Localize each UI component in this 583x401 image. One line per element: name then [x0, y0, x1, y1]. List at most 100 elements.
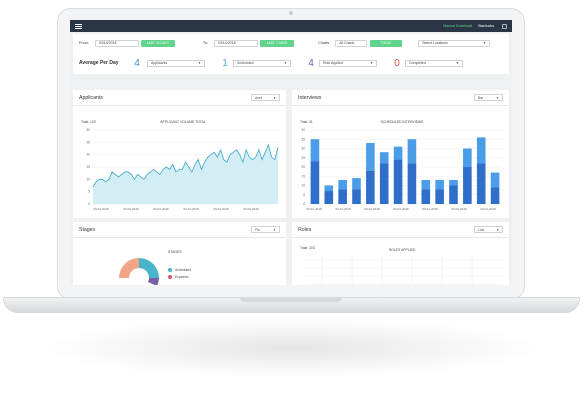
user-name[interactable]: Starbucks [478, 24, 494, 28]
legend-dot [168, 268, 172, 273]
bar-segment-upper [476, 137, 486, 164]
x-tick-label: 03-01-2018 [93, 207, 109, 211]
applicants-panel: Applicants Area ▼ Total: 103 APPLICANT VO… [73, 90, 286, 218]
roles-chart-type-select[interactable]: Line ▼ [474, 226, 503, 233]
locations-select[interactable]: Select Locations ▼ [418, 39, 491, 47]
from-date-input[interactable]: 03/14/2018 [94, 39, 139, 47]
completed-average: 0 [394, 57, 400, 69]
roles-chart-type-label: Line [478, 227, 485, 232]
laptop-notch [240, 297, 342, 302]
y-tick-label: 10 [86, 177, 90, 181]
locations-select-label: Select Locations [422, 41, 448, 45]
applicants-average-label: Applicants [151, 61, 168, 65]
applicants-chart-type-select[interactable]: Area ▼ [251, 94, 280, 101]
dashboard-screen: Manual Download Starbucks From: 03/14/20… [70, 20, 512, 285]
bar-segment-lower [435, 189, 444, 204]
bar-segment-upper [366, 142, 375, 171]
interviews-panel: Interviews Bar ▼ Total: 31 SCHEDULED INTE… [292, 90, 509, 218]
bar-segment-upper [379, 152, 389, 164]
chevron-down-icon: ▼ [273, 95, 276, 100]
scheduled-average: 1 [222, 57, 228, 69]
y-tick-label: 15 [301, 174, 305, 178]
scheduled-average-select[interactable]: Scheduled ▼ [233, 59, 291, 67]
y-tick-label: 20 [301, 165, 305, 169]
role-applied-average-select[interactable]: Role Applied ▼ [319, 59, 377, 67]
manual-download-link[interactable]: Manual Download [443, 24, 473, 28]
bar-segment-upper [490, 172, 500, 188]
bar-segment-lower [393, 159, 403, 204]
y-tick-label: 30 [86, 128, 90, 132]
applicants-average: 4 [134, 57, 140, 69]
roles-panel: Roles Line ▼ Total: 103 ROLES APPLIED [292, 222, 509, 285]
x-tick-label: 03-01-2018 [422, 207, 438, 211]
last-30-days-button[interactable]: LAST 30 DAYS [140, 39, 175, 47]
bar-segment-lower [310, 161, 320, 204]
y-tick-label: 20 [86, 153, 90, 157]
charts-select[interactable]: All Charts [335, 39, 368, 47]
y-tick-label: 30 [301, 147, 305, 151]
bar-segment-lower [366, 170, 375, 204]
completed-average-label: Completed [409, 61, 426, 65]
roles-total: Total: 103 [300, 246, 315, 250]
y-tick-label: 15 [86, 165, 90, 169]
average-title: Average Per Day [79, 60, 119, 66]
stages-title: Stages [79, 226, 96, 233]
area-line [92, 143, 279, 187]
roles-line-chart [306, 256, 502, 285]
bar-segment-upper [324, 185, 334, 192]
bar-segment-upper [463, 148, 472, 167]
donut-slice-other [148, 278, 159, 285]
last-7-days-button[interactable]: LAST 7 DAYS [260, 39, 294, 47]
to-label: To: [202, 41, 208, 45]
bar-segment-upper [449, 179, 458, 186]
bar-segment-upper [407, 139, 417, 164]
bar-segment-upper [338, 179, 347, 190]
applicants-average-select[interactable]: Applicants ▼ [147, 59, 205, 67]
x-tick-label: 03-01-2018 [306, 207, 322, 211]
to-date-input[interactable]: 03/14/2018 [214, 39, 258, 47]
applicants-title: Applicants [79, 94, 103, 101]
applicants-total: Total: 103 [81, 120, 96, 124]
x-tick-label: 03-01-2018 [335, 207, 351, 211]
stages-chart-type-select[interactable]: Pie ▼ [251, 226, 280, 233]
bar-segment-lower [463, 167, 472, 204]
bar-segment-lower [379, 163, 389, 204]
hamburger-icon[interactable] [75, 23, 82, 29]
y-tick-label: 0 [88, 202, 90, 206]
stages-donut-chart [119, 258, 159, 285]
bar-segment-upper [352, 178, 361, 190]
applicants-chart-title: APPLICANT VOLUME TOTAL [160, 120, 206, 124]
today-button[interactable]: TODAY [370, 39, 403, 47]
exit-icon[interactable] [502, 23, 507, 29]
stages-legend: Scheduled Explored [168, 268, 192, 280]
bar-segment-lower [421, 189, 431, 204]
chevron-down-icon: ▼ [496, 227, 499, 232]
legend-label: Scheduled [175, 268, 192, 272]
bar-segment-lower [324, 191, 334, 204]
chevron-down-icon: ▼ [483, 41, 487, 45]
chevron-down-icon: ▼ [198, 61, 201, 65]
legend-label: Explored [175, 275, 189, 280]
bar-segment-lower [476, 163, 486, 204]
chevron-down-icon: ▼ [273, 227, 276, 232]
top-navbar: Manual Download Starbucks [70, 20, 512, 32]
completed-average-select[interactable]: Completed ▼ [405, 59, 463, 67]
bar-segment-lower [449, 185, 458, 204]
area-fill [93, 144, 278, 204]
x-tick-label: 03-01-2018 [123, 207, 139, 211]
bar-segment-lower [338, 189, 347, 204]
bar-segment-upper [421, 179, 431, 190]
roles-title: Roles [298, 226, 312, 233]
y-tick-label: 5 [88, 190, 90, 194]
interviews-chart-type-select[interactable]: Bar ▼ [474, 94, 503, 101]
x-tick-label: 03-01-2018 [480, 207, 496, 211]
interviews-chart-type-label: Bar [478, 95, 484, 100]
x-tick-label: 03-01-2018 [183, 207, 199, 211]
stages-header: Stages Pie ▼ [73, 222, 286, 238]
stages-chart-title: STAGES [168, 250, 182, 254]
x-tick-label: 03-01-2018 [364, 207, 380, 211]
y-tick-label: 0 [303, 202, 305, 206]
applicants-chart-type-label: Area [255, 95, 263, 100]
